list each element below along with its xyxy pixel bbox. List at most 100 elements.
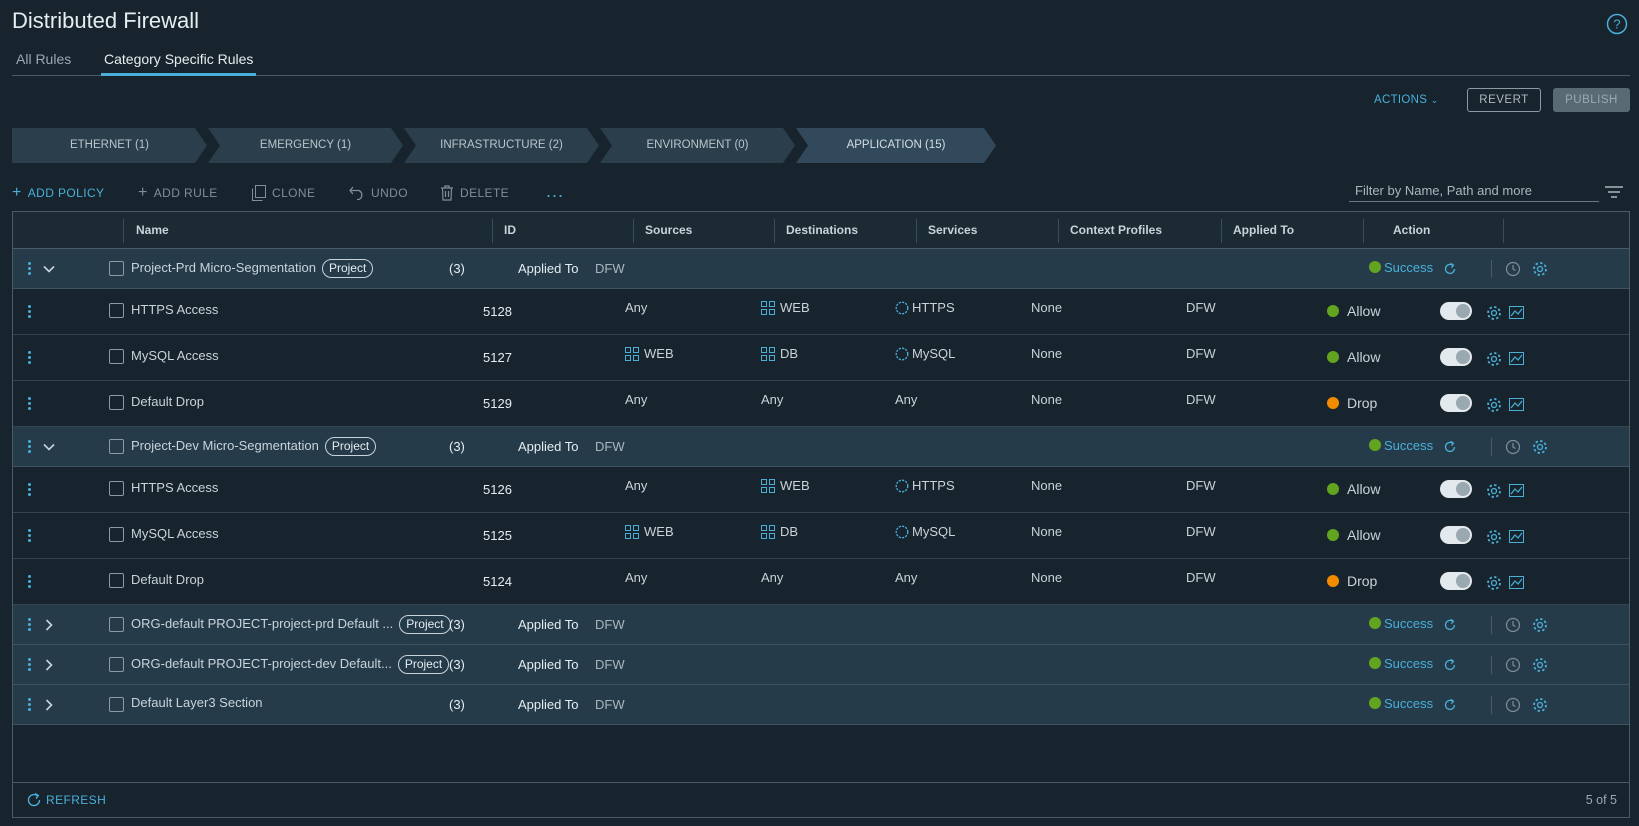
refresh-icon[interactable] bbox=[1443, 698, 1457, 712]
policy-row[interactable]: Default Layer3 Section (3) Applied To DFW Su… bbox=[13, 685, 1629, 725]
stats-icon[interactable] bbox=[1509, 529, 1524, 544]
gear-icon[interactable] bbox=[1532, 617, 1548, 633]
more-actions-button[interactable]: ... bbox=[546, 181, 565, 201]
rule-checkbox[interactable] bbox=[109, 481, 124, 496]
rule-action[interactable]: Drop bbox=[1327, 395, 1377, 411]
chevron-down-icon[interactable] bbox=[42, 440, 56, 454]
gear-icon[interactable] bbox=[1532, 439, 1548, 455]
drag-handle[interactable] bbox=[28, 483, 31, 497]
chevron-right-icon[interactable] bbox=[42, 618, 56, 632]
column-header-id[interactable]: ID bbox=[504, 223, 516, 237]
policy-checkbox[interactable] bbox=[109, 697, 124, 712]
history-icon[interactable] bbox=[1505, 617, 1521, 633]
rule-enable-toggle[interactable] bbox=[1440, 348, 1472, 366]
refresh-button[interactable]: REFRESH bbox=[26, 792, 106, 808]
history-icon[interactable] bbox=[1505, 439, 1521, 455]
delete-button[interactable]: DELETE bbox=[440, 185, 509, 201]
rule-checkbox[interactable] bbox=[109, 303, 124, 318]
clone-button[interactable]: CLONE bbox=[252, 185, 315, 201]
history-icon[interactable] bbox=[1505, 657, 1521, 673]
filter-icon[interactable] bbox=[1604, 184, 1624, 200]
stats-icon[interactable] bbox=[1509, 483, 1524, 498]
revert-button[interactable]: REVERT bbox=[1467, 88, 1541, 112]
column-header-name[interactable]: Name bbox=[136, 223, 169, 237]
gear-icon[interactable] bbox=[1532, 261, 1548, 277]
drag-handle[interactable] bbox=[28, 262, 31, 276]
add-rule-button[interactable]: + ADD RULE bbox=[138, 185, 218, 201]
rule-checkbox[interactable] bbox=[109, 395, 124, 410]
undo-button[interactable]: UNDO bbox=[349, 185, 408, 201]
chevron-right-icon[interactable] bbox=[42, 658, 56, 672]
add-policy-button[interactable]: + ADD POLICY bbox=[12, 185, 104, 201]
category-ethernet[interactable]: ETHERNET (1) bbox=[12, 128, 207, 163]
rule-action[interactable]: Allow bbox=[1327, 527, 1380, 543]
refresh-icon[interactable] bbox=[1443, 618, 1457, 632]
rule-checkbox[interactable] bbox=[109, 527, 124, 542]
rule-row[interactable]: HTTPS Access 5126 Any WEB HTTPS None DFW Allow bbox=[13, 467, 1629, 513]
gear-icon[interactable] bbox=[1486, 305, 1502, 321]
policy-checkbox[interactable] bbox=[109, 617, 124, 632]
history-icon[interactable] bbox=[1505, 697, 1521, 713]
gear-icon[interactable] bbox=[1486, 397, 1502, 413]
category-emergency[interactable]: EMERGENCY (1) bbox=[208, 128, 403, 163]
policy-row[interactable]: Project-Prd Micro-Segmentation Project (3)… bbox=[13, 249, 1629, 289]
chevron-right-icon[interactable] bbox=[42, 698, 56, 712]
rule-row[interactable]: Default Drop 5124 Any Any Any None DFW Drop bbox=[13, 559, 1629, 605]
stats-icon[interactable] bbox=[1509, 575, 1524, 590]
history-icon[interactable] bbox=[1505, 261, 1521, 277]
drag-handle[interactable] bbox=[28, 305, 31, 319]
policy-row[interactable]: Project-Dev Micro-Segmentation Project (3)… bbox=[13, 427, 1629, 467]
column-header-applied-to[interactable]: Applied To bbox=[1233, 223, 1295, 237]
column-header-services[interactable]: Services bbox=[928, 223, 978, 237]
rule-row[interactable]: Default Drop 5129 Any Any Any None DFW Drop bbox=[13, 381, 1629, 427]
rule-row[interactable]: HTTPS Access 5128 Any WEB HTTPS None DFW Allow bbox=[13, 289, 1629, 335]
column-header-destinations[interactable]: Destinations bbox=[786, 223, 859, 237]
gear-icon[interactable] bbox=[1532, 697, 1548, 713]
refresh-icon[interactable] bbox=[1443, 440, 1457, 454]
policy-checkbox[interactable] bbox=[109, 439, 124, 454]
rule-checkbox[interactable] bbox=[109, 349, 124, 364]
rule-enable-toggle[interactable] bbox=[1440, 480, 1472, 498]
stats-icon[interactable] bbox=[1509, 351, 1524, 366]
drag-handle[interactable] bbox=[28, 618, 31, 632]
publish-button[interactable]: PUBLISH bbox=[1553, 88, 1630, 112]
rule-action[interactable]: Allow bbox=[1327, 349, 1380, 365]
refresh-icon[interactable] bbox=[1443, 262, 1457, 276]
tab-all-rules[interactable]: All Rules bbox=[16, 51, 72, 67]
drag-handle[interactable] bbox=[28, 351, 31, 365]
rule-enable-toggle[interactable] bbox=[1440, 526, 1472, 544]
chevron-down-icon[interactable] bbox=[42, 262, 56, 276]
drag-handle[interactable] bbox=[28, 440, 31, 454]
rule-enable-toggle[interactable] bbox=[1440, 394, 1472, 412]
rule-row[interactable]: MySQL Access 5127 WEB DB MySQL None DFW Allow bbox=[13, 335, 1629, 381]
category-environment[interactable]: ENVIRONMENT (0) bbox=[600, 128, 795, 163]
rule-action[interactable]: Drop bbox=[1327, 573, 1377, 589]
gear-icon[interactable] bbox=[1532, 657, 1548, 673]
column-header-sources[interactable]: Sources bbox=[645, 223, 693, 237]
rule-action[interactable]: Allow bbox=[1327, 303, 1380, 319]
filter-input[interactable] bbox=[1349, 180, 1599, 202]
stats-icon[interactable] bbox=[1509, 397, 1524, 412]
actions-menu[interactable]: ACTIONS ⌄ bbox=[1374, 94, 1439, 106]
category-infrastructure[interactable]: INFRASTRUCTURE (2) bbox=[404, 128, 599, 163]
policy-row[interactable]: ORG-default PROJECT-project-dev Default.… bbox=[13, 645, 1629, 685]
refresh-icon[interactable] bbox=[1443, 658, 1457, 672]
rule-enable-toggle[interactable] bbox=[1440, 302, 1472, 320]
policy-checkbox[interactable] bbox=[109, 657, 124, 672]
gear-icon[interactable] bbox=[1486, 483, 1502, 499]
rule-action[interactable]: Allow bbox=[1327, 481, 1380, 497]
drag-handle[interactable] bbox=[28, 575, 31, 589]
drag-handle[interactable] bbox=[28, 698, 31, 712]
column-header-context-profiles[interactable]: Context Profiles bbox=[1070, 223, 1163, 237]
column-header-action[interactable]: Action bbox=[1393, 223, 1431, 237]
policy-checkbox[interactable] bbox=[109, 261, 124, 276]
gear-icon[interactable] bbox=[1486, 351, 1502, 367]
gear-icon[interactable] bbox=[1486, 529, 1502, 545]
tab-category-specific-rules[interactable]: Category Specific Rules bbox=[101, 51, 257, 76]
rule-row[interactable]: MySQL Access 5125 WEB DB MySQL None DFW Allow bbox=[13, 513, 1629, 559]
gear-icon[interactable] bbox=[1486, 575, 1502, 591]
drag-handle[interactable] bbox=[28, 529, 31, 543]
rule-enable-toggle[interactable] bbox=[1440, 572, 1472, 590]
stats-icon[interactable] bbox=[1509, 305, 1524, 320]
rule-checkbox[interactable] bbox=[109, 573, 124, 588]
